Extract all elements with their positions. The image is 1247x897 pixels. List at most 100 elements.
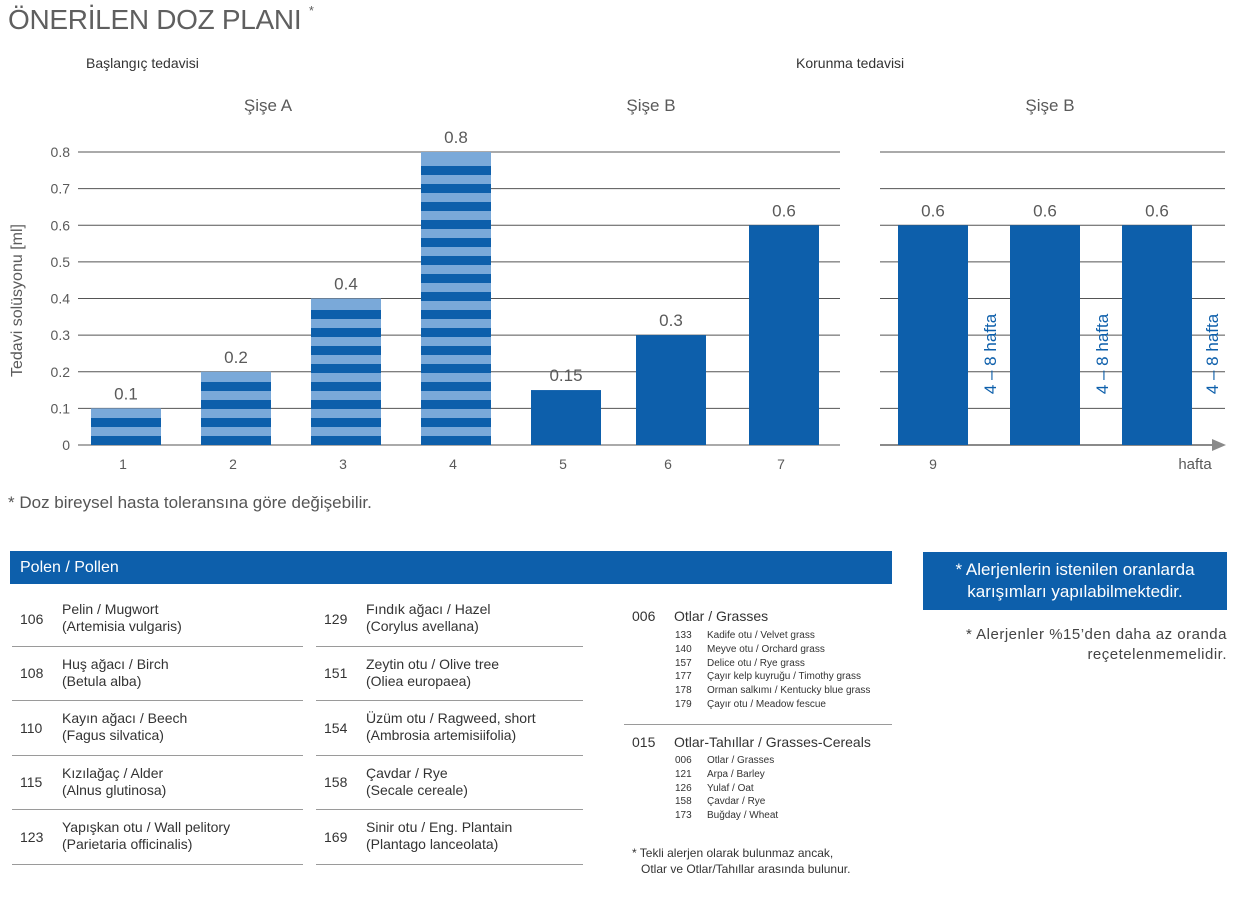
x-tick-label: 1	[119, 456, 127, 472]
pollen-name: Zeytin otu / Olive tree (Oliea europaea)	[366, 656, 499, 690]
bar	[311, 298, 381, 445]
y-tick-label: 0.8	[51, 144, 71, 160]
pollen-code: 154	[324, 719, 348, 736]
y-axis-label: Tedavi solüsyonu [ml]	[9, 224, 26, 377]
x-tick-label: 2	[229, 456, 237, 472]
pollen-latin-name: (Betula alba)	[62, 672, 142, 689]
subitem-code: 126	[675, 782, 692, 794]
groups-note-line-2: Otlar ve Otlar/Tahıllar arasında bulunur…	[641, 862, 851, 876]
group-code: 015	[632, 734, 656, 750]
pollen-latin-name: (Artemisia vulgaris)	[62, 618, 182, 634]
pollen-common-name: Sinir otu / Eng. Plantain	[366, 819, 513, 835]
subitem-code: 157	[675, 657, 692, 669]
bar-stripe	[91, 418, 161, 427]
bar-stripe	[421, 382, 491, 391]
bar-stripe	[421, 274, 491, 283]
y-tick-label: 0.5	[51, 254, 71, 270]
pollen-latin-name: (Corylus avellana)	[366, 618, 479, 634]
pollen-name: Kızılağaç / Alder (Alnus glutinosa)	[62, 765, 166, 799]
page-title: ÖNERİLEN DOZ PLANI *	[8, 3, 314, 36]
subitem-code: 178	[675, 685, 692, 697]
y-tick-label: 0.1	[51, 400, 71, 416]
x-unit-label: hafta	[1178, 456, 1212, 473]
pollen-common-name: Çavdar / Rye	[366, 764, 448, 781]
pollen-common-name: Kayın ağacı / Beech	[62, 710, 188, 726]
info-box-line-1: * Alerjenlerin istenilen oranlarda	[955, 560, 1195, 579]
pollen-latin-name: (Oliea europaea)	[366, 672, 472, 689]
info-note-line-2: reçetelenmemelidir.	[1087, 646, 1227, 663]
pollen-name: Pelin / Mugwort (Artemisia vulgaris)	[62, 601, 182, 635]
data-label: 0.6	[772, 201, 796, 220]
bar-stripe	[421, 310, 491, 319]
subitem-code: 140	[675, 643, 692, 655]
pollen-row: 123 Yapışkan otu / Wall pelitory (Parieta…	[12, 810, 303, 865]
pollen-latin-name: (Secale cereale)	[366, 781, 468, 798]
pollen-name: Çavdar / Rye (Secale cereale)	[366, 765, 468, 799]
bar	[749, 225, 819, 445]
x-tick-label: 7	[777, 456, 785, 472]
subitem-name: Delice otu / Rye grass	[707, 657, 805, 669]
group-label-sise-a: Şişe A	[244, 96, 293, 115]
bar-stripe	[311, 328, 381, 337]
y-tick-label: 0.6	[51, 217, 71, 233]
pollen-common-name: Yapışkan otu / Wall pelitory	[62, 819, 231, 835]
x-tick-label: 5	[559, 456, 567, 472]
pollen-row: 154 Üzüm otu / Ragweed, short (Ambrosia a…	[316, 701, 583, 756]
info-note-line-1: * Alerjenler %15’den daha az oranda	[965, 626, 1227, 643]
bar-stripe	[311, 364, 381, 373]
subitem-name: Çavdar / Rye	[707, 796, 766, 808]
bar-stripe	[311, 310, 381, 319]
bar-stripe	[421, 400, 491, 409]
group-label-maintenance: Şişe B	[1025, 96, 1074, 115]
x-tick-label: 3	[339, 456, 347, 472]
y-tick-label: 0.2	[51, 364, 71, 380]
pollen-code: 108	[20, 665, 44, 682]
bar-stripe	[421, 184, 491, 193]
pollen-common-name: Fındık ağacı / Hazel	[366, 601, 491, 617]
bar	[898, 225, 968, 445]
bar-stripe	[201, 436, 271, 445]
pollen-list-column-1: 106 Pelin / Mugwort (Artemisia vulgaris) …	[12, 592, 303, 865]
subitem-name: Çayır otu / Meadow fescue	[707, 698, 826, 710]
subitem-name: Buğday / Wheat	[707, 810, 779, 822]
subitem-code: 177	[675, 671, 692, 683]
bar-stripe	[311, 436, 381, 445]
pollen-row: 110 Kayın ağacı / Beech (Fagus silvatica)	[12, 701, 303, 756]
bars	[91, 152, 1192, 445]
data-label: 0.8	[444, 128, 468, 147]
pollen-name: Fındık ağacı / Hazel (Corylus avellana)	[366, 601, 491, 635]
data-label: 0.3	[659, 311, 683, 330]
y-tick-label: 0.7	[51, 181, 71, 197]
pollen-code: 106	[20, 610, 44, 627]
pollen-code: 115	[20, 774, 43, 791]
bar-stripe	[421, 418, 491, 427]
subitem-code: 121	[675, 768, 692, 780]
allergen-ratio-note: * Alerjenler %15’den daha az oranda reçe…	[920, 625, 1227, 665]
bar-stripe	[421, 166, 491, 175]
subitem-name: Otlar / Grasses	[707, 755, 775, 766]
bar	[1122, 225, 1192, 445]
pollen-code: 169	[324, 828, 348, 845]
bar-stripe	[421, 364, 491, 373]
bar	[636, 335, 706, 445]
interval-label: 4 – 8 hafta	[981, 313, 1000, 394]
interval-label: 4 – 8 hafta	[1093, 313, 1112, 394]
data-label: 0.6	[1145, 201, 1169, 220]
subitem-name: Çayır kelp kuyruğu / Timothy grass	[707, 671, 861, 683]
group-divider	[624, 724, 892, 725]
pollen-code: 151	[324, 665, 348, 682]
bar-stripe	[421, 436, 491, 445]
bar-stripe	[201, 418, 271, 427]
pollen-row: 129 Fındık ağacı / Hazel (Corylus avellan…	[316, 592, 583, 647]
pollen-row: 108 Huş ağacı / Birch (Betula alba)	[12, 647, 303, 701]
pollen-latin-name: (Plantago lanceolata)	[366, 836, 499, 852]
pollen-common-name: Üzüm otu / Ragweed, short	[366, 710, 536, 726]
pollen-name: Üzüm otu / Ragweed, short (Ambrosia artem…	[366, 710, 536, 744]
pollen-name: Sinir otu / Eng. Plantain (Plantago lance…	[366, 819, 512, 853]
pollen-row: 106 Pelin / Mugwort (Artemisia vulgaris)	[12, 592, 303, 647]
pollen-name: Huş ağacı / Birch (Betula alba)	[62, 656, 169, 690]
bar-stripe	[421, 346, 491, 355]
x-axis-arrowhead	[1212, 439, 1226, 451]
x-tick-label: 6	[664, 456, 672, 472]
y-tick-label: 0	[62, 437, 70, 453]
